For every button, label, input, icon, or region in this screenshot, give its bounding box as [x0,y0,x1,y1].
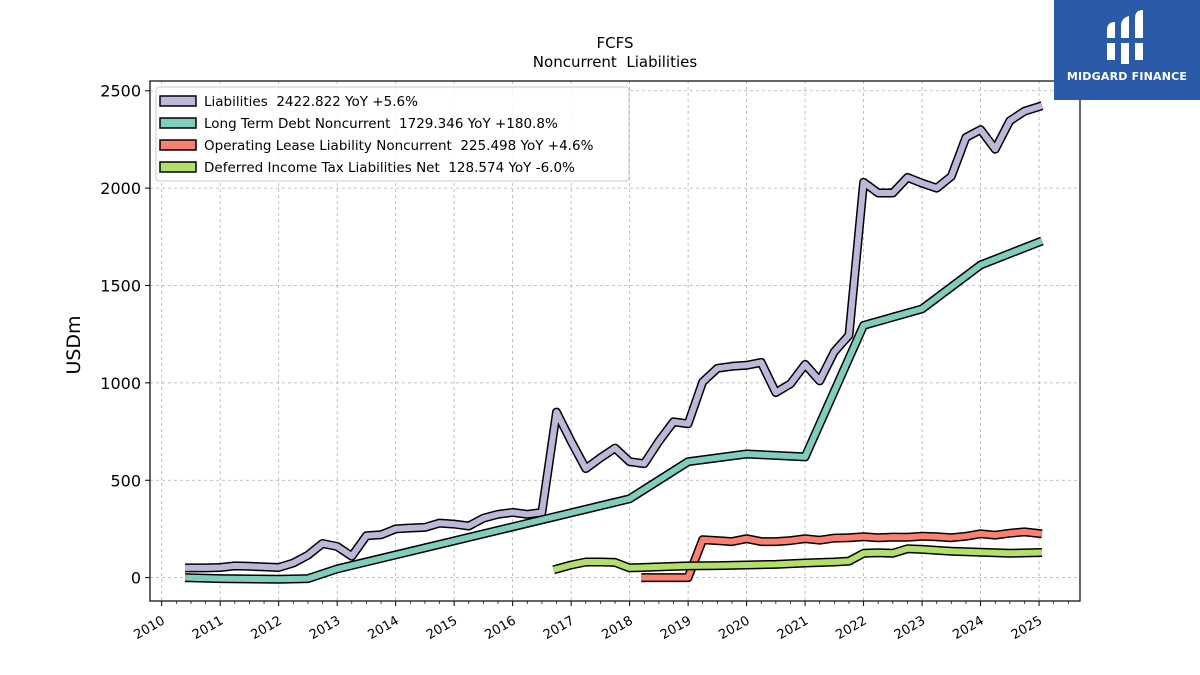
x-tick-label: 2020 [716,613,752,643]
x-tick-label: 2019 [658,613,694,643]
x-tick-label: 2018 [599,613,635,643]
x-tick-label: 2013 [307,613,343,643]
series-line-2 [641,528,1043,581]
x-tick-label: 2015 [424,613,460,643]
legend-swatch [159,117,197,129]
x-tick-label: 2017 [541,613,577,643]
y-tick-label: 1500 [100,276,141,295]
y-tick-label: 1000 [100,374,141,393]
x-tick-label: 2014 [366,613,402,643]
legend-label: Liabilities 2422.822 YoY +5.6% [204,94,418,110]
y-tick-label: 500 [110,471,141,490]
series-outline-1 [184,236,1044,584]
x-tick-label: 2010 [132,613,168,643]
brand-name: MIDGARD FINANCE [1066,70,1188,83]
x-tick-label: 2022 [833,613,869,643]
x-tick-label: 2012 [249,613,285,643]
y-tick-label: 0 [131,569,141,588]
chart-title: FCFS [597,34,634,52]
legend-box [155,86,630,182]
legend: Liabilities 2422.822 YoY +5.6% Long Term … [155,86,630,182]
x-tick-label: 2023 [892,613,928,643]
x-tick-label: 2016 [482,613,518,643]
chart-subtitle: Noncurrent Liabilities [533,53,698,71]
legend-label: Deferred Income Tax Liabilities Net 128.… [204,160,575,176]
series-line-1 [185,238,1044,583]
brand-logo: MIDGARD FINANCE [1054,0,1200,100]
legend-swatch [159,161,197,173]
x-tick-label: 2021 [775,613,811,643]
legend-label: Long Term Debt Noncurrent 1729.346 YoY +… [204,116,558,132]
y-tick-label: 2000 [100,179,141,198]
x-tick-label: 2011 [190,613,226,643]
x-tick-label: 2024 [950,613,986,643]
series-line-0 [185,102,1043,571]
brand-mark-icon [1105,10,1145,64]
series-line-3 [552,545,1043,573]
legend-swatch [159,139,197,151]
y-axis-label: USDm [63,315,85,374]
legend-label: Operating Lease Liability Noncurrent 225… [204,138,594,154]
series-lines [184,101,1044,584]
x-tick-label: 2025 [1009,613,1045,643]
legend-swatch [159,95,197,107]
y-tick-label: 2500 [100,82,141,101]
